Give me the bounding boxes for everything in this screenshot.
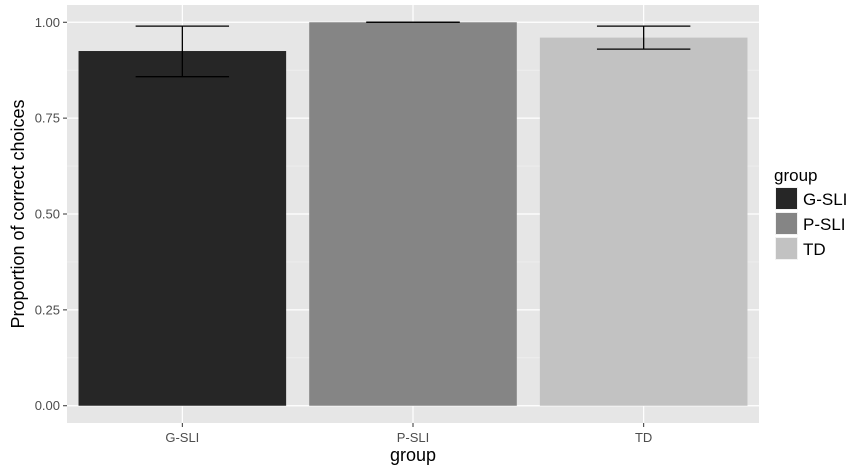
bar-g-sli xyxy=(78,51,287,406)
y-tick-label: 0.75 xyxy=(35,111,60,126)
legend-title: group xyxy=(774,166,817,185)
y-tick-label: 1.00 xyxy=(35,15,60,30)
legend-label-g-sli: G-SLI xyxy=(803,190,847,209)
legend-swatch-g-sli xyxy=(776,188,797,209)
x-axis-title: group xyxy=(390,445,436,465)
y-axis-title: Proportion of correct choices xyxy=(8,99,28,328)
legend-swatch-td xyxy=(776,238,797,259)
legend-label-p-sli: P-SLI xyxy=(803,215,846,234)
y-tick-label: 0.50 xyxy=(35,207,60,222)
legend: group G-SLI P-SLI TD xyxy=(774,166,847,260)
y-tick-label: 0.25 xyxy=(35,302,60,317)
y-axis: 0.00 0.25 0.50 0.75 1.00 xyxy=(35,15,67,413)
bar-p-sli xyxy=(309,22,517,406)
legend-label-td: TD xyxy=(803,240,826,259)
error-bars xyxy=(135,21,691,78)
bars xyxy=(78,22,748,406)
bar-td xyxy=(539,37,748,406)
legend-swatch-p-sli xyxy=(776,213,797,234)
x-tick-label: TD xyxy=(635,430,652,445)
x-axis: G-SLI P-SLI TD xyxy=(165,423,652,445)
y-tick-label: 0.00 xyxy=(35,398,60,413)
x-tick-label: P-SLI xyxy=(397,430,430,445)
x-tick-label: G-SLI xyxy=(165,430,199,445)
